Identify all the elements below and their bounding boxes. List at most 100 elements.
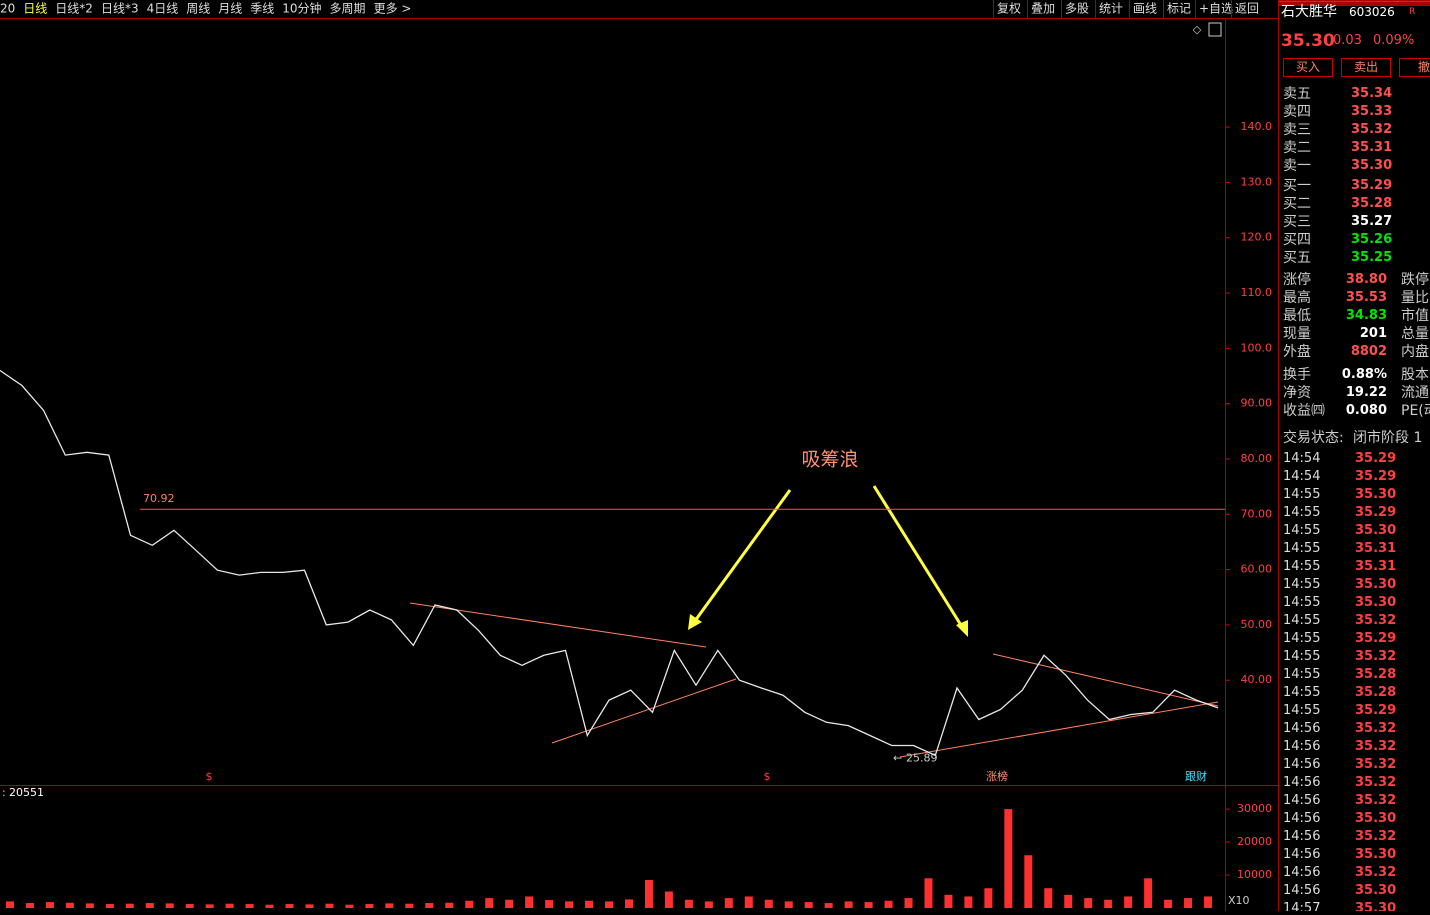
volume-bar [904,898,913,908]
low-arrow: ← [893,751,902,764]
annotation: 吸筹浪 [801,449,858,471]
volume-bar [1144,878,1153,908]
action-row: 买入 卖出撤 [1279,57,1430,77]
event-marker[interactable]: $ [764,770,771,783]
reference-label: 70.92 [143,492,175,505]
trade-row: 14:55 35.28 [1279,666,1430,684]
volume-bar [565,901,574,908]
toolbar-button[interactable]: 标记 [1167,2,1191,16]
status-value: 闭市阶段 1 [1353,430,1423,446]
trade-price: 35.32 [1355,793,1397,808]
trade-time: 14:55 [1283,577,1321,592]
volume-bar [205,904,214,908]
stat-label: 现量 [1283,326,1311,342]
event-marker[interactable]: $ [206,770,213,783]
volume-bar [924,878,933,908]
action-button[interactable]: 卖出 [1341,58,1391,77]
stat-value: 19.22 [1345,385,1387,400]
trade-row: 14:55 35.30 [1279,522,1430,540]
event-marker[interactable]: 跟财 [1185,769,1207,783]
toolbar-tab[interactable]: 10分钟 [282,1,321,16]
trade-row: 14:55 35.29 [1279,504,1430,522]
toolbar-tab[interactable]: 20 [0,2,15,16]
order-label: 卖五 [1283,86,1311,102]
quote-price-row: 35.30 0.03 0.09% [1279,30,1430,52]
trade-time: 14:56 [1283,793,1321,808]
volume-bar [804,902,813,908]
volume-bar [485,898,494,908]
volume-bar [1044,888,1053,908]
trade-row: 14:56 35.32 [1279,774,1430,792]
volume-bar [724,898,733,908]
toolbar-tab[interactable]: 日线 [23,2,47,16]
order-row: 买一 35.29 [1279,177,1430,195]
trade-price: 35.29 [1355,451,1397,466]
toolbar-button[interactable]: 统计 [1099,2,1123,16]
quote-panel: 石大胜华 603026 R 35.30 0.03 0.09% 买入 卖出撤卖五 35.34 卖四 3… [1279,0,1430,911]
separator [1279,2,1430,3]
toolbar-button[interactable]: 画线 [1133,2,1157,16]
trade-row: 14:57 35.30 [1279,900,1430,911]
order-row: 买五 35.25 [1279,249,1430,267]
y-tick-label: 80.00 [1241,452,1273,465]
y-tick-label: 40.00 [1241,673,1273,686]
y-tick-label: 60.00 [1241,563,1273,576]
volume-label: 20551 [9,786,44,799]
order-row: 买二 35.28 [1279,195,1430,213]
trade-time: 14:56 [1283,883,1321,898]
window-icon[interactable] [1208,22,1222,37]
stat-label: 流通 [1401,385,1429,401]
toolbar-button[interactable]: 返回 [1235,2,1259,16]
toolbar-button[interactable]: 复权 [997,2,1021,16]
diamond-icon[interactable]: ◇ [1193,23,1202,36]
order-row: 卖四 35.33 [1279,103,1430,121]
toolbar-tab[interactable]: 日线*3 [101,2,139,16]
y-tick-label: 50.00 [1241,618,1273,631]
toolbar-button[interactable]: 叠加 [1031,2,1055,16]
quote-header: 石大胜华 603026 R [1279,0,1430,24]
volume-bar [1004,809,1013,908]
stat-label: 跌停 [1401,272,1429,288]
action-button[interactable]: 撤 [1399,58,1430,77]
trade-row: 14:55 35.30 [1279,576,1430,594]
event-marker[interactable]: 涨榜 [986,769,1008,783]
toolbar-tab[interactable]: 季线 [250,2,274,16]
toolbar-tab[interactable]: 月线 [218,2,242,16]
volume-bar [884,900,893,908]
order-price: 35.32 [1351,122,1393,137]
order-label: 买一 [1283,178,1311,194]
volume-bar [185,904,194,908]
trade-row: 14:55 35.31 [1279,558,1430,576]
y-tick-label: 30000 [1237,802,1272,815]
order-price: 35.26 [1351,232,1393,247]
toolbar-tab[interactable]: 4日线 [147,2,179,16]
stat-row: 最高 35.53 量比 [1279,289,1430,307]
stat-row: 涨停 38.80 跌停 [1279,271,1430,289]
trade-price: 35.32 [1355,829,1397,844]
toolbar-button[interactable]: 多股 [1065,2,1089,16]
stat-label: 换手 [1283,367,1311,383]
trade-price: 35.29 [1355,703,1397,718]
volume-bar [964,896,973,908]
stat-value: 0.080 [1345,403,1387,418]
order-price: 35.28 [1351,196,1393,211]
trade-row: 14:56 35.32 [1279,756,1430,774]
action-button[interactable]: 买入 [1283,58,1333,77]
toolbar-tab[interactable]: 周线 [186,2,210,16]
trade-row: 14:56 35.32 [1279,864,1430,882]
toolbar-tab[interactable]: 日线*2 [55,2,93,16]
order-price: 35.33 [1351,104,1393,119]
y-tick-label: 120.0 [1241,231,1273,244]
toolbar-tab[interactable]: 更多 > [374,2,412,16]
arrow-head [956,620,968,637]
trade-time: 14:57 [1283,901,1321,911]
trade-time: 14:54 [1283,451,1321,466]
separator [1279,0,1430,1]
toolbar-button[interactable]: +自选 [1199,2,1233,16]
volume-bar [1204,896,1213,908]
volume-bar [624,899,633,908]
toolbar-bg [0,0,1279,18]
trade-row: 14:56 35.30 [1279,810,1430,828]
toolbar-tab[interactable]: 多周期 [330,2,366,16]
